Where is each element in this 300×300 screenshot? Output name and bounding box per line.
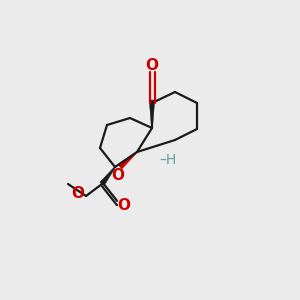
Text: –H: –H [159, 153, 176, 167]
Text: O: O [71, 185, 85, 200]
Polygon shape [118, 152, 137, 169]
Text: O: O [146, 58, 158, 73]
Text: O: O [112, 169, 124, 184]
Text: O: O [118, 197, 130, 212]
Polygon shape [149, 100, 155, 128]
Polygon shape [100, 167, 116, 186]
